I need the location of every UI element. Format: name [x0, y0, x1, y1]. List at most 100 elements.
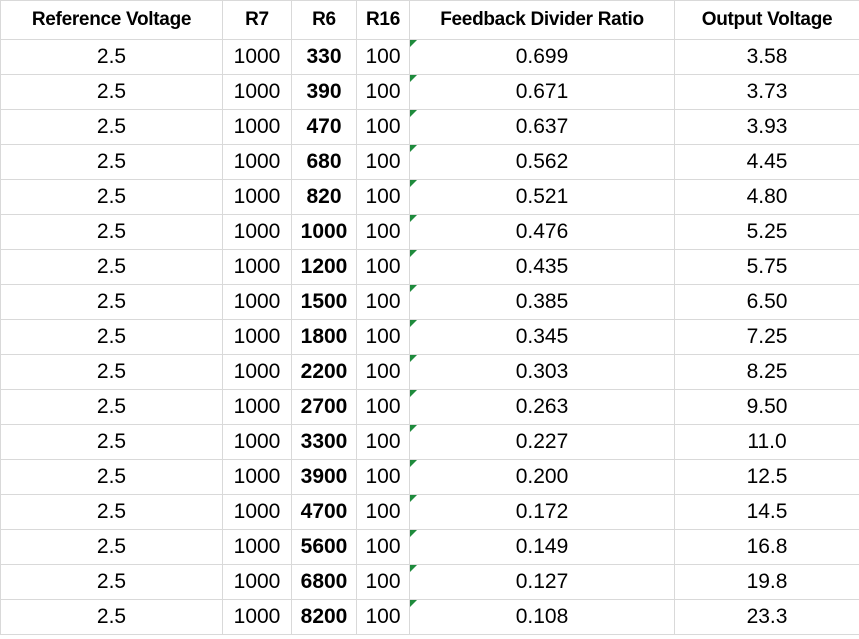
- cell: 100: [356, 284, 410, 320]
- cell: 1000: [222, 599, 292, 635]
- table-row: 2.5 1000 470 100 0.637 3.93: [0, 109, 859, 145]
- cell: 0.562: [409, 144, 675, 180]
- cell: 2.5: [0, 494, 223, 530]
- cell: 1000: [222, 319, 292, 355]
- cell: 2.5: [0, 424, 223, 460]
- cell: 0.172: [409, 494, 675, 530]
- cell: 0.227: [409, 424, 675, 460]
- table-row: 2.5 1000 1800 100 0.345 7.25: [0, 319, 859, 355]
- cell: 2700: [291, 389, 357, 425]
- cell: 4700: [291, 494, 357, 530]
- cell: 0.345: [409, 319, 675, 355]
- cell: 0.108: [409, 599, 675, 635]
- cell: 100: [356, 599, 410, 635]
- header-row: Reference Voltage R7 R6 R16 Feedback Divider…: [0, 0, 859, 40]
- cell: 1200: [291, 249, 357, 285]
- cell: 2.5: [0, 389, 223, 425]
- cell: 2.5: [0, 214, 223, 250]
- header-cell: R16: [356, 0, 410, 40]
- cell: 390: [291, 74, 357, 110]
- cell: 0.127: [409, 564, 675, 600]
- table-row: 2.5 1000 1200 100 0.435 5.75: [0, 249, 859, 285]
- cell: 1000: [222, 354, 292, 390]
- cell: 8200: [291, 599, 357, 635]
- cell: 5600: [291, 529, 357, 565]
- cell: 8.25: [674, 354, 859, 390]
- cell: 2.5: [0, 39, 223, 75]
- cell: 1000: [222, 424, 292, 460]
- header-cell: Output Voltage: [674, 0, 859, 40]
- cell: 0.435: [409, 249, 675, 285]
- cell: 1000: [291, 214, 357, 250]
- cell: 12.5: [674, 459, 859, 495]
- cell: 100: [356, 249, 410, 285]
- cell: 6800: [291, 564, 357, 600]
- cell: 4.45: [674, 144, 859, 180]
- cell: 2.5: [0, 179, 223, 215]
- cell: 100: [356, 319, 410, 355]
- table-row: 2.5 1000 8200 100 0.108 23.3: [0, 599, 859, 635]
- table-row: 2.5 1000 1500 100 0.385 6.50: [0, 284, 859, 320]
- table-row: 2.5 1000 2200 100 0.303 8.25: [0, 354, 859, 390]
- cell: 1000: [222, 389, 292, 425]
- cell: 0.671: [409, 74, 675, 110]
- cell: 23.3: [674, 599, 859, 635]
- cell: 0.303: [409, 354, 675, 390]
- table-row: 2.5 1000 5600 100 0.149 16.8: [0, 529, 859, 565]
- cell: 2200: [291, 354, 357, 390]
- cell: 1000: [222, 284, 292, 320]
- cell: 14.5: [674, 494, 859, 530]
- cell: 1000: [222, 249, 292, 285]
- cell: 1000: [222, 459, 292, 495]
- cell: 3.73: [674, 74, 859, 110]
- header-cell: Feedback Divider Ratio: [409, 0, 675, 40]
- cell: 5.25: [674, 214, 859, 250]
- cell: 1000: [222, 39, 292, 75]
- cell: 0.149: [409, 529, 675, 565]
- cell: 1000: [222, 74, 292, 110]
- header-cell: R7: [222, 0, 292, 40]
- cell: 1000: [222, 109, 292, 145]
- cell: 2.5: [0, 249, 223, 285]
- cell: 2.5: [0, 354, 223, 390]
- header-cell: R6: [291, 0, 357, 40]
- cell: 1000: [222, 179, 292, 215]
- header-cell: Reference Voltage: [0, 0, 223, 40]
- cell: 100: [356, 39, 410, 75]
- table-row: 2.5 1000 6800 100 0.127 19.8: [0, 564, 859, 600]
- cell: 680: [291, 144, 357, 180]
- cell: 11.0: [674, 424, 859, 460]
- table-row: 2.5 1000 2700 100 0.263 9.50: [0, 389, 859, 425]
- cell: 2.5: [0, 459, 223, 495]
- cell: 1500: [291, 284, 357, 320]
- cell: 7.25: [674, 319, 859, 355]
- cell: 0.263: [409, 389, 675, 425]
- cell: 0.521: [409, 179, 675, 215]
- table-row: 2.5 1000 330 100 0.699 3.58: [0, 39, 859, 75]
- cell: 3300: [291, 424, 357, 460]
- table-row: 2.5 1000 4700 100 0.172 14.5: [0, 494, 859, 530]
- cell: 330: [291, 39, 357, 75]
- cell: 100: [356, 144, 410, 180]
- cell: 1000: [222, 144, 292, 180]
- table-row: 2.5 1000 390 100 0.671 3.73: [0, 74, 859, 110]
- cell: 9.50: [674, 389, 859, 425]
- cell: 1000: [222, 564, 292, 600]
- cell: 100: [356, 109, 410, 145]
- cell: 100: [356, 459, 410, 495]
- cell: 100: [356, 179, 410, 215]
- cell: 0.385: [409, 284, 675, 320]
- cell: 2.5: [0, 599, 223, 635]
- cell: 0.476: [409, 214, 675, 250]
- cell: 19.8: [674, 564, 859, 600]
- cell: 16.8: [674, 529, 859, 565]
- cell: 2.5: [0, 284, 223, 320]
- cell: 100: [356, 529, 410, 565]
- cell: 2.5: [0, 109, 223, 145]
- table-row: 2.5 1000 3900 100 0.200 12.5: [0, 459, 859, 495]
- cell: 100: [356, 389, 410, 425]
- cell: 1000: [222, 214, 292, 250]
- cell: 100: [356, 424, 410, 460]
